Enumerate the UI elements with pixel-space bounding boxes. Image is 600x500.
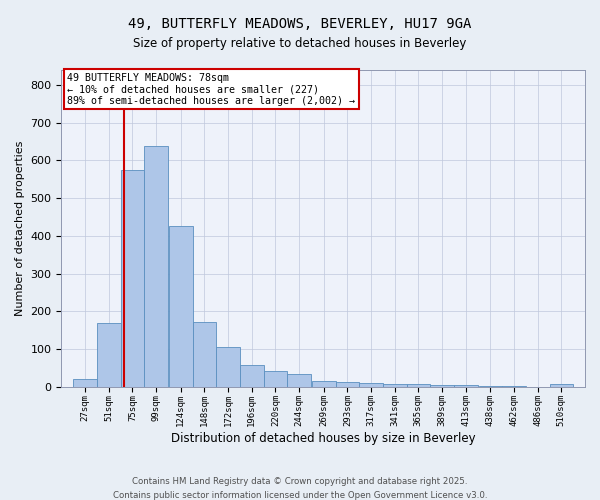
- Bar: [312, 380, 335, 386]
- Bar: [287, 374, 311, 386]
- Text: 49, BUTTERFLY MEADOWS, BEVERLEY, HU17 9GA: 49, BUTTERFLY MEADOWS, BEVERLEY, HU17 9G…: [128, 18, 472, 32]
- Bar: [144, 146, 168, 386]
- Bar: [550, 384, 573, 386]
- Bar: [263, 370, 287, 386]
- Bar: [216, 347, 240, 387]
- Bar: [193, 322, 216, 386]
- Bar: [97, 323, 121, 386]
- Bar: [359, 383, 383, 386]
- Bar: [430, 384, 454, 386]
- Bar: [240, 365, 263, 386]
- Bar: [73, 379, 97, 386]
- Text: Contains public sector information licensed under the Open Government Licence v3: Contains public sector information licen…: [113, 491, 487, 500]
- Bar: [383, 384, 407, 386]
- Text: 49 BUTTERFLY MEADOWS: 78sqm
← 10% of detached houses are smaller (227)
89% of se: 49 BUTTERFLY MEADOWS: 78sqm ← 10% of det…: [67, 72, 355, 106]
- Y-axis label: Number of detached properties: Number of detached properties: [15, 140, 25, 316]
- Bar: [335, 382, 359, 386]
- Bar: [407, 384, 430, 386]
- X-axis label: Distribution of detached houses by size in Beverley: Distribution of detached houses by size …: [171, 432, 476, 445]
- Bar: [169, 226, 193, 386]
- Text: Size of property relative to detached houses in Beverley: Size of property relative to detached ho…: [133, 38, 467, 51]
- Text: Contains HM Land Registry data © Crown copyright and database right 2025.: Contains HM Land Registry data © Crown c…: [132, 478, 468, 486]
- Bar: [121, 170, 144, 386]
